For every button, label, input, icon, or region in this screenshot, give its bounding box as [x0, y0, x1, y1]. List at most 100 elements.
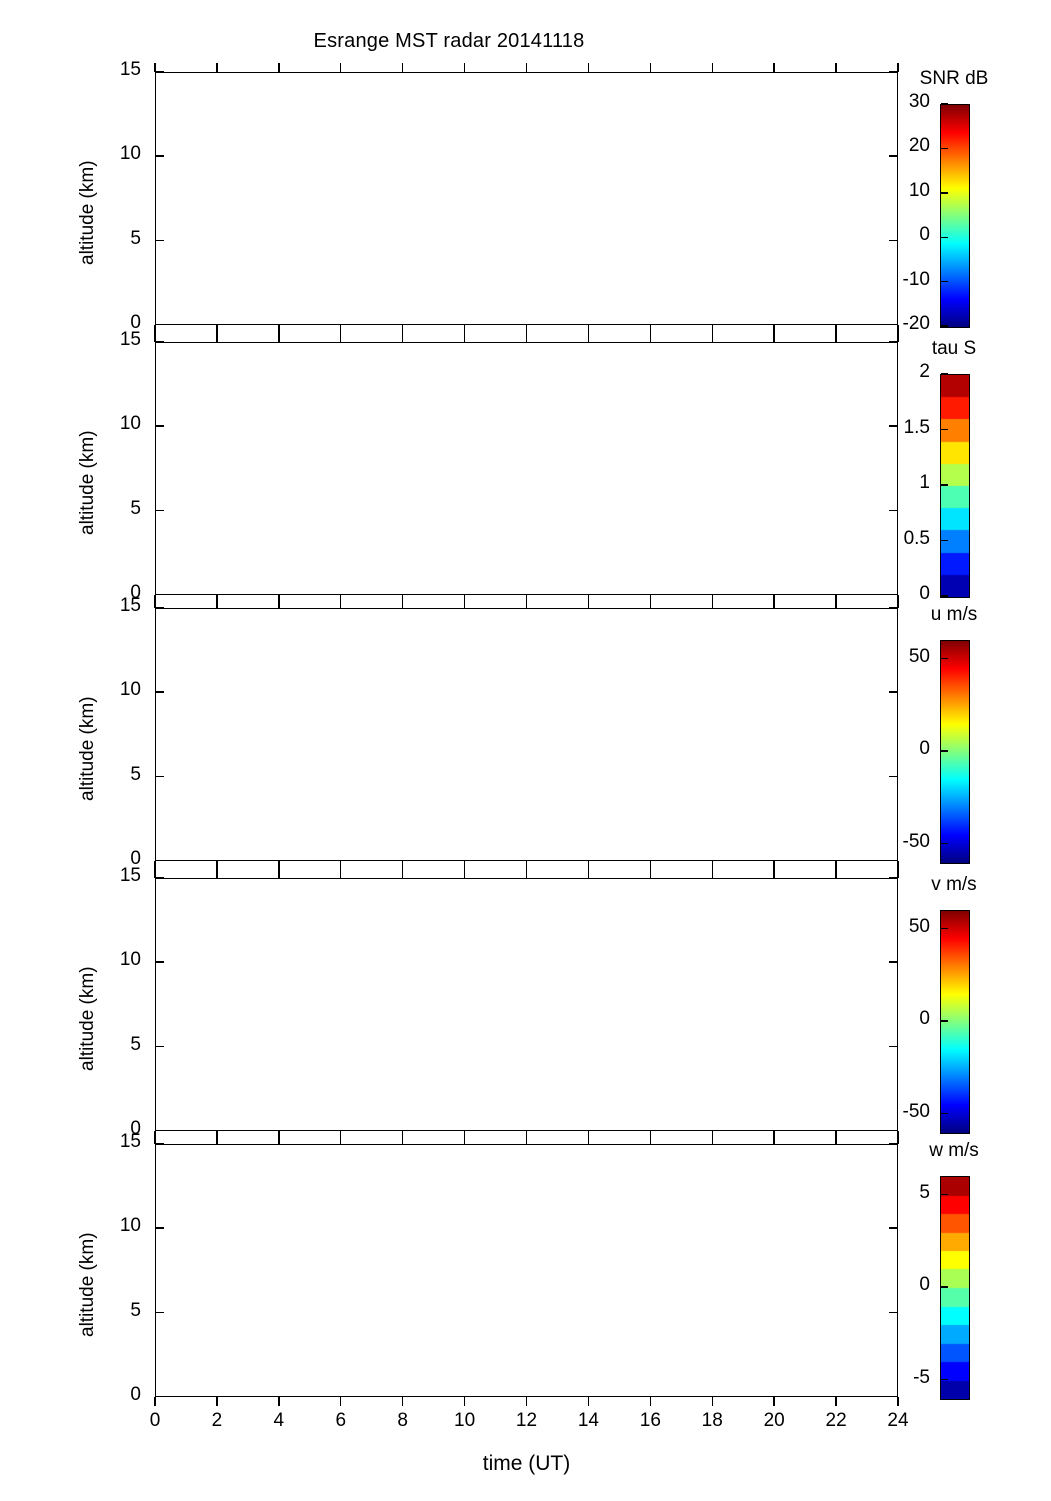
colorbar-tick-mark [941, 1378, 948, 1381]
x-tick-mark [340, 599, 342, 608]
x-tick-mark [711, 861, 713, 870]
x-tick-mark [401, 599, 404, 608]
colorbar-title-w: w m/s [929, 1140, 979, 1161]
x-tick-mark [649, 333, 652, 342]
x-tick-mark [154, 333, 156, 342]
y-axis-label-tau: altitude (km) [77, 429, 98, 535]
x-tick-mark [649, 325, 652, 334]
colorbar-tick-mark [941, 280, 948, 283]
colorbar-tick-label: -50 [902, 830, 930, 852]
y-tick-mark [889, 509, 898, 512]
y-tick-mark [155, 425, 164, 427]
x-tick-mark [711, 63, 713, 72]
y-tick-mark [889, 1311, 898, 1314]
x-tick-mark [154, 599, 156, 608]
x-tick-mark [835, 333, 837, 342]
colorbar-gradient-w [940, 1176, 970, 1400]
x-tick-mark [278, 861, 280, 870]
y-tick-mark [155, 961, 164, 963]
colorbar-w: w m/s -5 0 5 [913, 1140, 979, 1400]
colorbar-gradient-u [940, 640, 970, 864]
x-tick-mark [773, 861, 775, 870]
x-tick-mark [649, 869, 652, 878]
x-tick-mark [649, 861, 652, 870]
y-tick-mark [155, 691, 164, 693]
x-tick-mark [773, 63, 775, 72]
colorbar-gradient-tau [940, 374, 970, 598]
panel-frame-snr [155, 72, 898, 325]
y-tick-mark [889, 425, 898, 427]
colorbar-tick-label: 0 [919, 1274, 930, 1295]
colorbar-tick-mark [941, 325, 948, 327]
x-tick-mark [463, 333, 466, 342]
x-tick-label: 16 [639, 1410, 661, 1431]
x-tick-mark [711, 325, 713, 334]
x-tick-label: 8 [397, 1410, 408, 1431]
y-tick-label: 10 [119, 413, 141, 435]
y-tick-mark [889, 1130, 898, 1132]
x-tick-mark [587, 861, 590, 870]
x-tick-label: 24 [887, 1410, 909, 1431]
colorbar-tick-mark [941, 1286, 948, 1288]
x-tick-mark [525, 333, 528, 342]
x-tick-mark [587, 1135, 590, 1144]
y-tick-mark [155, 1130, 164, 1132]
x-tick-mark [897, 63, 899, 72]
y-tick-mark [889, 71, 898, 73]
y-tick-mark [889, 594, 898, 596]
x-tick-mark [154, 63, 156, 72]
colorbar-tick-mark [941, 927, 948, 930]
x-tick-mark [711, 599, 713, 608]
y-tick-label: 0 [130, 582, 141, 603]
x-tick-label: 20 [763, 1410, 785, 1431]
y-tick-label: 0 [130, 1384, 141, 1405]
y-tick-label: 10 [119, 1215, 141, 1237]
y-axis-label-w: altitude (km) [77, 1231, 98, 1337]
colorbar-tick-mark [941, 842, 948, 845]
colorbar-tick-mark [941, 750, 948, 752]
x-tick-mark [340, 861, 342, 870]
y-tick-mark [889, 155, 898, 157]
colorbar-gradient-snr [940, 104, 970, 328]
x-tick-mark [649, 1135, 652, 1144]
y-tick-mark [155, 341, 164, 343]
x-tick-mark [278, 1397, 280, 1406]
y-tick-label: 15 [119, 329, 141, 350]
colorbar-tick-label: 30 [908, 91, 930, 112]
y-tick-label: 5 [130, 1033, 141, 1055]
colorbar-tick-label: 10 [908, 179, 930, 201]
x-tick-mark [525, 869, 528, 878]
x-tick-mark [216, 1397, 218, 1406]
colorbar-tick-label: 1.5 [903, 416, 930, 438]
panel-frame-v [155, 878, 898, 1131]
y-tick-label: 5 [130, 1299, 141, 1321]
y-tick-mark [889, 691, 898, 693]
panel-w: 0 5 10 15 altitude (km) 0 2 4 6 8 10 12 14 16 18 20 22 24 [77, 1131, 909, 1431]
x-tick-label: 18 [701, 1410, 723, 1431]
colorbar-tick-mark [941, 373, 948, 375]
x-tick-mark [835, 599, 837, 608]
colorbar-tick-label: -5 [913, 1366, 930, 1388]
x-tick-mark [835, 869, 837, 878]
x-tick-mark [525, 1397, 528, 1406]
x-tick-mark [835, 325, 837, 334]
colorbar-tick-mark [941, 595, 948, 597]
x-tick-mark [897, 325, 899, 334]
y-tick-mark [889, 877, 898, 879]
colorbar-tick-mark [941, 147, 948, 150]
y-tick-mark [155, 607, 164, 609]
y-tick-label: 0 [130, 1118, 141, 1139]
x-tick-mark [154, 861, 156, 870]
x-tick-mark [401, 333, 404, 342]
x-tick-mark [587, 325, 590, 334]
colorbar-title-v: v m/s [931, 874, 977, 895]
colorbar-tick-mark [941, 539, 948, 542]
y-tick-mark [155, 71, 164, 73]
x-tick-mark [897, 869, 899, 878]
y-tick-mark [889, 1143, 898, 1145]
x-tick-mark [773, 333, 775, 342]
colorbar-title-tau: tau S [931, 338, 977, 359]
panel-tau: 0 5 10 15 altitude (km) [77, 329, 899, 604]
colorbar-tick-mark [941, 1112, 948, 1115]
y-tick-label: 0 [130, 848, 141, 869]
